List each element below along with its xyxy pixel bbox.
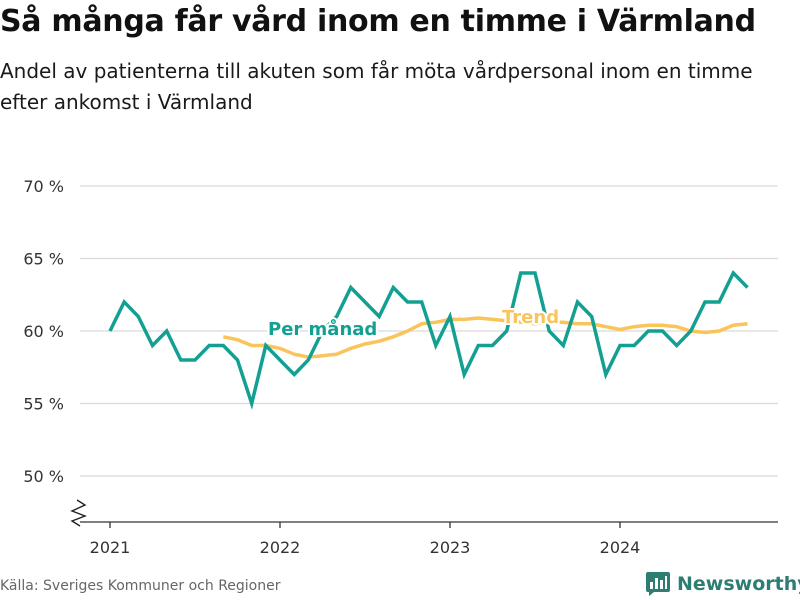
monthly-label: Per månad [268,318,377,340]
chart-title: Så många får vård inom en timme i Värmla… [0,4,756,39]
grid-lines [80,185,778,477]
y-tick-label: 55 % [23,395,64,414]
x-tick-label: 2024 [600,538,641,557]
axis-break-icon [70,499,87,527]
y-tick-label: 60 % [23,322,64,341]
x-tick-label: 2023 [430,538,471,557]
x-tick-label: 2021 [90,538,131,557]
series-labels: Per månad Trend [266,305,561,342]
series-lines [108,270,749,410]
newsworthy-logo-icon [646,572,670,596]
x-axis-labels: 2021 2022 2023 2024 [90,522,641,557]
x-tick-label: 2022 [260,538,301,557]
brand-logo[interactable]: Newsworthy [645,570,800,598]
y-axis-labels: 50 % 55 % 60 % 65 % 70 % [23,177,64,486]
chart-subtitle: Andel av patienterna till akuten som får… [0,59,753,114]
x-axis [70,499,778,527]
source-note: Källa: Sveriges Kommuner och Regioner [0,578,281,594]
brand-name: Newsworthy [677,573,800,595]
y-tick-label: 50 % [23,467,64,486]
y-tick-label: 70 % [23,177,64,196]
trend-label: Trend [502,307,559,328]
y-tick-label: 65 % [23,250,64,269]
monthly-line [108,270,749,410]
